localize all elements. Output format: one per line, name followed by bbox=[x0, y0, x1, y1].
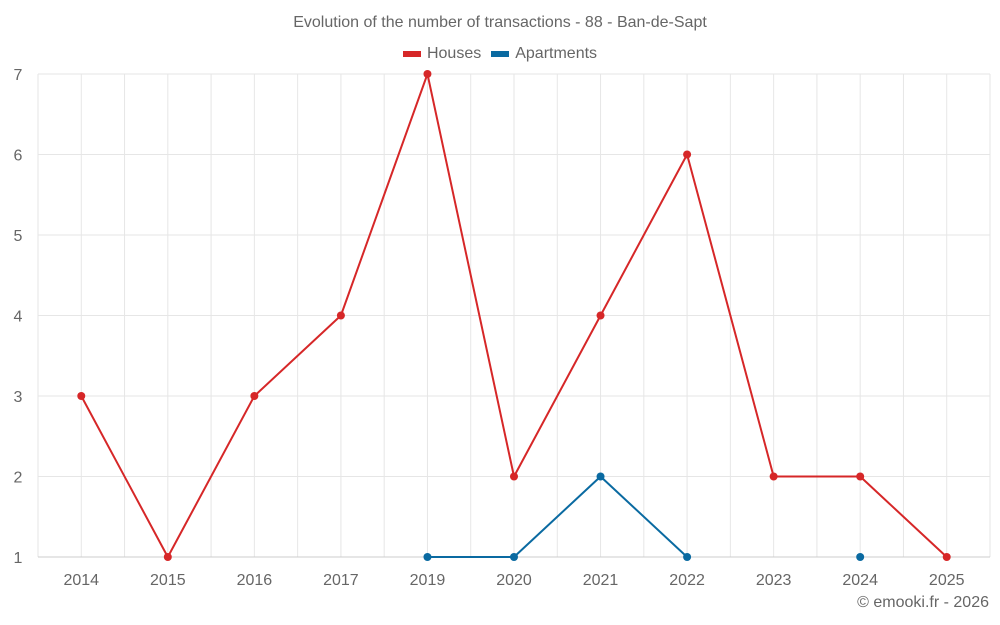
y-tick-label: 5 bbox=[14, 228, 23, 245]
x-tick-label: 2023 bbox=[756, 572, 792, 589]
legend-label-houses: Houses bbox=[426, 45, 482, 62]
apartments-swatch-icon bbox=[491, 51, 510, 57]
x-tick-label: 2021 bbox=[583, 572, 619, 589]
data-point-houses[interactable] bbox=[163, 553, 172, 561]
data-point-houses[interactable] bbox=[769, 472, 778, 481]
y-tick-label: 1 bbox=[14, 550, 23, 567]
data-point-houses[interactable] bbox=[423, 70, 432, 78]
data-point-apartments[interactable] bbox=[510, 553, 518, 561]
legend-item-houses[interactable]: Houses bbox=[402, 45, 482, 63]
data-point-houses[interactable] bbox=[596, 311, 605, 320]
x-tick-label: 2014 bbox=[63, 572, 99, 589]
legend-label-apartments: Apartments bbox=[515, 45, 598, 62]
x-tick-label: 2016 bbox=[237, 572, 273, 589]
x-tick-label: 2019 bbox=[410, 572, 446, 589]
y-tick-label: 3 bbox=[14, 389, 23, 406]
x-tick-label: 2020 bbox=[496, 572, 532, 589]
legend-item-apartments[interactable]: Apartments bbox=[491, 45, 597, 63]
y-tick-label: 6 bbox=[14, 148, 23, 165]
legend: Houses Apartments bbox=[0, 45, 1000, 63]
data-point-apartments[interactable] bbox=[683, 553, 692, 561]
data-point-houses[interactable] bbox=[510, 472, 518, 481]
data-point-houses[interactable] bbox=[336, 311, 345, 320]
data-point-apartments[interactable] bbox=[423, 553, 432, 561]
houses-swatch-icon bbox=[402, 51, 421, 57]
data-point-houses[interactable] bbox=[856, 472, 865, 481]
data-point-houses[interactable] bbox=[683, 150, 692, 159]
x-tick-label: 2017 bbox=[323, 572, 359, 589]
data-point-houses[interactable] bbox=[250, 392, 259, 400]
y-tick-label: 4 bbox=[14, 309, 23, 326]
chart-title: Evolution of the number of transactions … bbox=[293, 14, 707, 31]
data-point-apartments[interactable] bbox=[596, 472, 605, 481]
data-point-apartments[interactable] bbox=[856, 553, 865, 561]
y-tick-label: 2 bbox=[14, 470, 23, 487]
y-tick-label: 7 bbox=[14, 67, 23, 84]
data-point-houses[interactable] bbox=[942, 553, 951, 561]
x-tick-label: 2022 bbox=[669, 572, 705, 589]
credit-text: © emooki.fr - 2026 bbox=[857, 594, 989, 611]
data-point-houses[interactable] bbox=[77, 392, 86, 400]
x-tick-label: 2015 bbox=[150, 572, 186, 589]
x-tick-label: 2024 bbox=[842, 572, 878, 589]
series-line-apartments bbox=[427, 475, 688, 558]
x-tick-label: 2025 bbox=[929, 572, 965, 589]
